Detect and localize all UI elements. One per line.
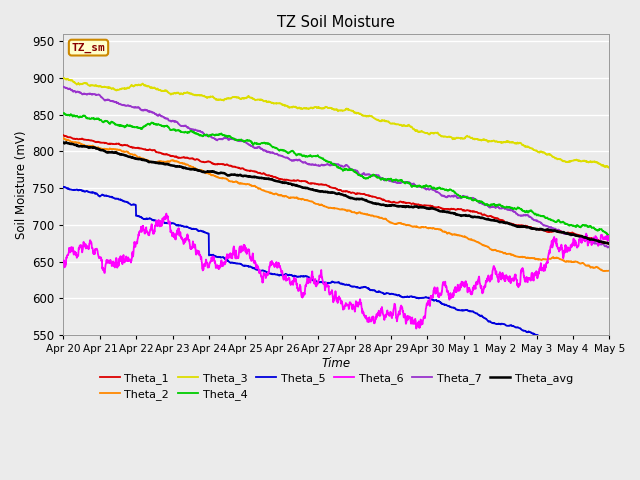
Theta_1 — [605, 241, 613, 247]
Theta_avg — [311, 188, 319, 193]
Theta_2 — [88, 144, 95, 149]
Theta_5 — [589, 347, 597, 353]
Theta_7 — [605, 244, 613, 250]
Line: Theta_1: Theta_1 — [63, 135, 609, 244]
Theta_3 — [88, 83, 95, 88]
Theta_4 — [60, 110, 68, 116]
Theta_avg — [605, 241, 613, 247]
Theta_5 — [88, 190, 95, 195]
Theta_3 — [60, 75, 68, 81]
Theta_7 — [589, 240, 597, 246]
Theta_7 — [88, 91, 95, 97]
Theta_6 — [325, 290, 333, 296]
Theta_3 — [589, 159, 597, 165]
Y-axis label: Soil Moisture (mV): Soil Moisture (mV) — [15, 130, 28, 239]
Theta_1 — [490, 215, 497, 220]
Theta_5 — [605, 352, 613, 358]
Theta_7 — [310, 162, 318, 168]
Theta_avg — [60, 140, 68, 145]
Theta_4 — [60, 110, 67, 116]
Theta_4 — [590, 225, 598, 230]
Theta_2 — [310, 200, 318, 206]
Theta_4 — [605, 233, 613, 239]
Theta_6 — [311, 279, 319, 285]
Line: Theta_7: Theta_7 — [63, 87, 609, 248]
Theta_2 — [589, 264, 597, 270]
Theta_2 — [490, 248, 497, 253]
X-axis label: Time: Time — [322, 357, 351, 370]
Theta_7 — [490, 204, 497, 209]
Theta_2 — [600, 268, 607, 274]
Theta_6 — [590, 238, 598, 243]
Theta_1 — [589, 236, 597, 241]
Theta_6 — [490, 263, 498, 269]
Theta_6 — [590, 237, 598, 242]
Theta_6 — [412, 326, 420, 332]
Theta_5 — [311, 277, 319, 283]
Theta_3 — [490, 138, 497, 144]
Theta_3 — [60, 75, 67, 81]
Theta_avg — [589, 237, 597, 242]
Theta_5 — [61, 184, 68, 190]
Theta_5 — [490, 320, 497, 326]
Theta_4 — [311, 153, 319, 159]
Theta_avg — [88, 144, 95, 150]
Theta_3 — [605, 165, 613, 171]
Theta_1 — [310, 181, 318, 187]
Text: TZ_sm: TZ_sm — [72, 43, 106, 53]
Theta_3 — [311, 105, 319, 110]
Theta_avg — [490, 217, 497, 223]
Line: Theta_6: Theta_6 — [63, 214, 609, 329]
Theta_4 — [88, 116, 95, 121]
Theta_4 — [325, 159, 333, 165]
Theta_5 — [325, 280, 333, 286]
Theta_2 — [605, 268, 613, 274]
Line: Theta_avg: Theta_avg — [63, 143, 609, 244]
Theta_1 — [60, 132, 67, 138]
Theta_4 — [589, 225, 597, 231]
Theta_7 — [325, 162, 333, 168]
Line: Theta_3: Theta_3 — [63, 78, 609, 168]
Theta_4 — [490, 201, 497, 207]
Theta_6 — [88, 240, 95, 245]
Legend: Theta_1, Theta_2, Theta_3, Theta_4, Theta_5, Theta_6, Theta_7, Theta_avg: Theta_1, Theta_2, Theta_3, Theta_4, Thet… — [95, 368, 577, 405]
Theta_3 — [325, 105, 333, 111]
Theta_1 — [88, 137, 95, 143]
Theta_7 — [604, 245, 612, 251]
Theta_5 — [60, 184, 67, 190]
Theta_1 — [605, 241, 612, 247]
Theta_1 — [325, 183, 333, 189]
Line: Theta_4: Theta_4 — [63, 113, 609, 236]
Theta_3 — [605, 165, 613, 171]
Line: Theta_2: Theta_2 — [63, 138, 609, 271]
Theta_5 — [590, 347, 598, 352]
Theta_avg — [60, 140, 67, 145]
Theta_6 — [605, 233, 613, 239]
Theta_1 — [589, 236, 597, 241]
Theta_2 — [589, 265, 597, 271]
Theta_7 — [589, 240, 597, 245]
Theta_avg — [325, 190, 333, 195]
Theta_3 — [590, 159, 598, 165]
Theta_6 — [163, 211, 170, 216]
Title: TZ Soil Moisture: TZ Soil Moisture — [278, 15, 396, 30]
Theta_2 — [60, 135, 67, 141]
Line: Theta_5: Theta_5 — [63, 187, 609, 355]
Theta_avg — [590, 237, 598, 242]
Theta_6 — [60, 259, 67, 265]
Theta_7 — [60, 84, 67, 90]
Theta_2 — [325, 205, 333, 211]
